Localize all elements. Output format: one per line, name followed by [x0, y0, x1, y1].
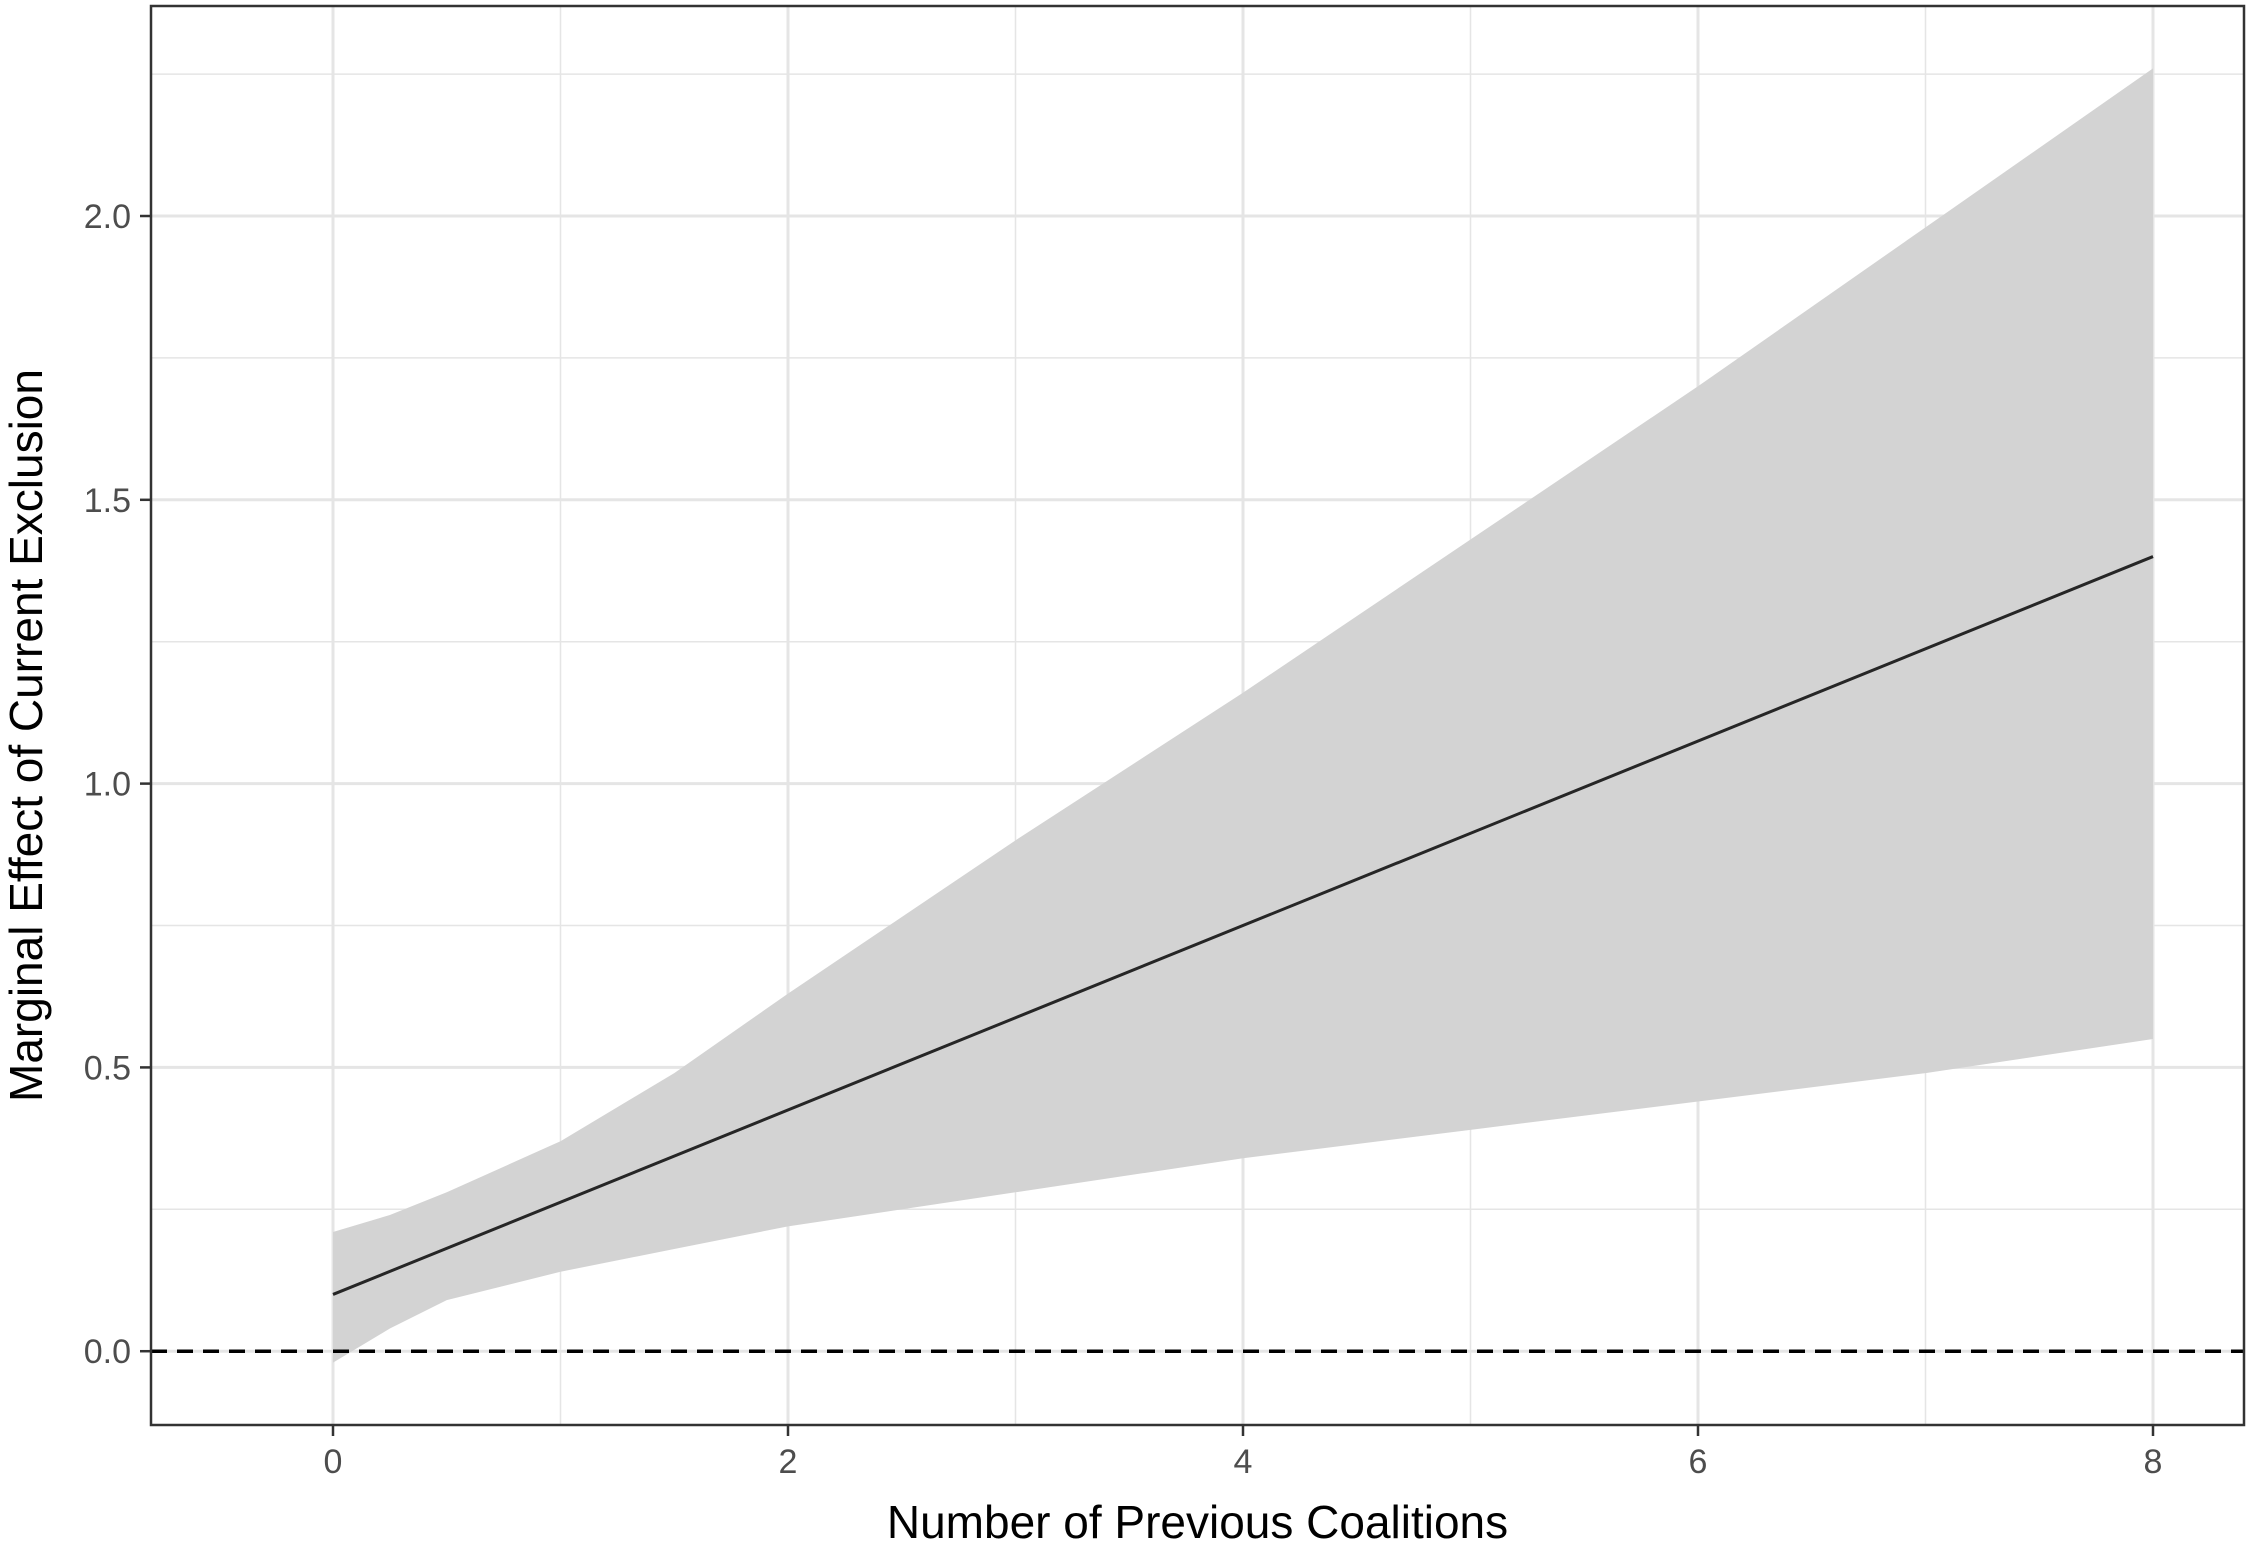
confidence-band [333, 68, 2153, 1363]
x-tick-label: 4 [1234, 1443, 1253, 1481]
x-tick-label: 0 [324, 1443, 343, 1481]
x-axis-title: Number of Previous Coalitions [887, 1496, 1508, 1548]
y-axis-title: Marginal Effect of Current Exclusion [0, 369, 52, 1102]
x-tick-label: 8 [2144, 1443, 2163, 1481]
series-line-marginal-effect [332, 555, 2154, 1296]
y-tick-label: 2.0 [84, 198, 131, 236]
y-tick-label: 1.5 [84, 482, 131, 520]
y-tick-label: 0.0 [84, 1333, 131, 1371]
y-axis-ticks: 0.0 0.5 1.0 1.5 2.0 [84, 198, 151, 1371]
x-tick-label: 6 [1689, 1443, 1708, 1481]
y-tick-label: 1.0 [84, 766, 131, 804]
panel-border [149, 4, 2246, 1427]
x-axis-ticks: 0 2 4 6 8 [324, 1425, 2163, 1481]
y-tick-label: 0.5 [84, 1049, 131, 1087]
x-tick-label: 2 [779, 1443, 798, 1481]
